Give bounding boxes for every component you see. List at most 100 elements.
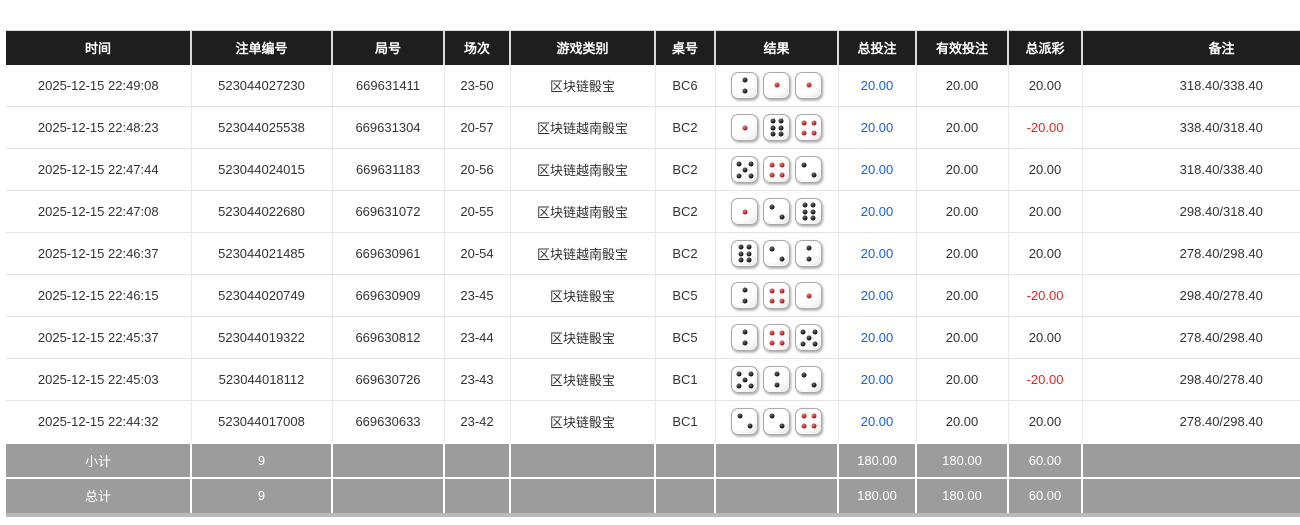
cell-table_no: BC5: [654, 274, 715, 317]
cell-remark: 318.40/338.40: [1081, 148, 1300, 191]
cell-time: 2025-12-15 22:49:08: [6, 64, 191, 107]
dice-1-icon: [731, 198, 758, 225]
cell-game: 区块链越南骰宝: [509, 148, 655, 191]
cell-valid_bet: 20.00: [915, 106, 1008, 149]
dice-4-icon: [763, 324, 790, 351]
total-bet-link[interactable]: 20.00: [860, 246, 894, 261]
cell-table_no: BC1: [654, 358, 715, 401]
summary-cell-table_no: [654, 476, 715, 513]
dice-2-icon: [731, 71, 758, 99]
cell-result: [714, 400, 838, 443]
dice-4-icon: [795, 114, 822, 141]
summary-cell-session: [443, 476, 510, 513]
dice-4-icon: [763, 156, 790, 183]
cell-table_no: BC5: [654, 316, 715, 359]
cell-session: 20-55: [443, 190, 510, 233]
column-header-valid_bet: 有效投注: [915, 30, 1008, 65]
cell-round_id: 669630726: [331, 358, 444, 401]
column-header-round_id: 局号: [331, 30, 444, 65]
summary-cell-result: [714, 441, 838, 478]
total-bet-link[interactable]: 20.00: [860, 162, 894, 177]
cell-result: [714, 106, 838, 149]
cell-payout: 20.00: [1007, 190, 1082, 233]
cell-game: 区块链骰宝: [509, 316, 655, 359]
total-bet-link[interactable]: 20.00: [860, 120, 894, 135]
cell-result: [714, 232, 838, 275]
dice-result: [716, 366, 838, 393]
dice-6-icon: [795, 198, 822, 225]
dice-result: [716, 282, 838, 309]
cell-bet_id: 523044027230: [190, 64, 332, 107]
cell-payout: -20.00: [1007, 274, 1082, 317]
total-bet-link[interactable]: 20.00: [860, 288, 894, 303]
cell-session: 23-45: [443, 274, 510, 317]
total-bet-link[interactable]: 20.00: [860, 204, 894, 219]
dice-result: [716, 71, 838, 99]
cell-round_id: 669631411: [331, 64, 444, 107]
cell-bet_id: 523044020749: [190, 274, 332, 317]
cell-remark: 278.40/298.40: [1081, 316, 1300, 359]
cell-total_bet: 20.00: [837, 400, 916, 443]
dice-1-icon: [795, 282, 822, 309]
total-bet-link[interactable]: 20.00: [860, 330, 894, 345]
cell-bet_id: 523044025538: [190, 106, 332, 149]
cell-table_no: BC2: [654, 148, 715, 191]
table-row: 2025-12-15 22:47:08 523044022680 669631072…: [6, 190, 1300, 233]
total-bet-link[interactable]: 20.00: [860, 77, 894, 93]
dice-2-icon: [795, 366, 822, 393]
cell-total_bet: 20.00: [837, 358, 916, 401]
dice-2-icon: [763, 366, 790, 393]
cell-time: 2025-12-15 22:45:37: [6, 316, 191, 359]
table-row: 2025-12-15 22:47:44 523044024015 669631183…: [6, 148, 1300, 191]
summary-cell-total_bet: 180.00: [837, 441, 916, 478]
summary-cell-result: [714, 476, 838, 513]
column-header-result: 结果: [714, 30, 838, 65]
cell-result: [714, 358, 838, 401]
summary-cell-valid_bet: 180.00: [915, 476, 1008, 513]
column-header-payout: 总派彩: [1007, 30, 1082, 65]
dice-6-icon: [763, 114, 790, 141]
summary-cell-remark: [1081, 476, 1300, 513]
total-bet-link[interactable]: 20.00: [860, 413, 894, 429]
cell-valid_bet: 20.00: [915, 358, 1008, 401]
bet-records-table-container: 时间 注单编号 局号 场次 游戏类别 桌号 结果 总投注 有效投注 总派彩 备注 2025-12-1…: [6, 30, 1300, 517]
cell-bet_id: 523044019322: [190, 316, 332, 359]
table-bottom-shadow: [6, 512, 1300, 517]
cell-round_id: 669631072: [331, 190, 444, 233]
summary-cell-bet_id: 9: [190, 441, 332, 478]
cell-valid_bet: 20.00: [915, 400, 1008, 443]
cell-remark: 318.40/338.40: [1081, 64, 1300, 107]
cell-round_id: 669630909: [331, 274, 444, 317]
cell-game: 区块链越南骰宝: [509, 232, 655, 275]
table-row: 2025-12-15 22:46:37 523044021485 669630961…: [6, 232, 1300, 275]
summary-cell-valid_bet: 180.00: [915, 441, 1008, 478]
summary-cell-game: [509, 476, 655, 513]
cell-valid_bet: 20.00: [915, 190, 1008, 233]
summary-cell-session: [443, 441, 510, 478]
cell-payout: 20.00: [1007, 148, 1082, 191]
cell-payout: 20.00: [1007, 232, 1082, 275]
summary-cell-bet_id: 9: [190, 476, 332, 513]
table-row: 2025-12-15 22:46:15 523044020749 669630909…: [6, 274, 1300, 317]
cell-game: 区块链骰宝: [509, 400, 655, 443]
cell-table_no: BC2: [654, 106, 715, 149]
summary-row-total: 总计 9 180.00 180.00 60.00: [6, 476, 1300, 513]
table-body: 2025-12-15 22:49:08 523044027230 669631411…: [6, 64, 1300, 513]
cell-total_bet: 20.00: [837, 316, 916, 359]
dice-result: [716, 198, 838, 225]
cell-total_bet: 20.00: [837, 148, 916, 191]
total-bet-link[interactable]: 20.00: [860, 372, 894, 387]
column-header-time: 时间: [6, 30, 191, 65]
column-header-table_no: 桌号: [654, 30, 715, 65]
cell-round_id: 669631304: [331, 106, 444, 149]
cell-session: 23-42: [443, 400, 510, 443]
cell-table_no: BC6: [654, 64, 715, 107]
summary-row-subtotal: 小计 9 180.00 180.00 60.00: [6, 441, 1300, 478]
summary-cell-table_no: [654, 441, 715, 478]
cell-session: 20-54: [443, 232, 510, 275]
dice-2-icon: [763, 198, 790, 225]
cell-time: 2025-12-15 22:46:37: [6, 232, 191, 275]
cell-round_id: 669630961: [331, 232, 444, 275]
table-row: 2025-12-15 22:45:37 523044019322 669630812…: [6, 316, 1300, 359]
dice-5-icon: [731, 156, 758, 183]
